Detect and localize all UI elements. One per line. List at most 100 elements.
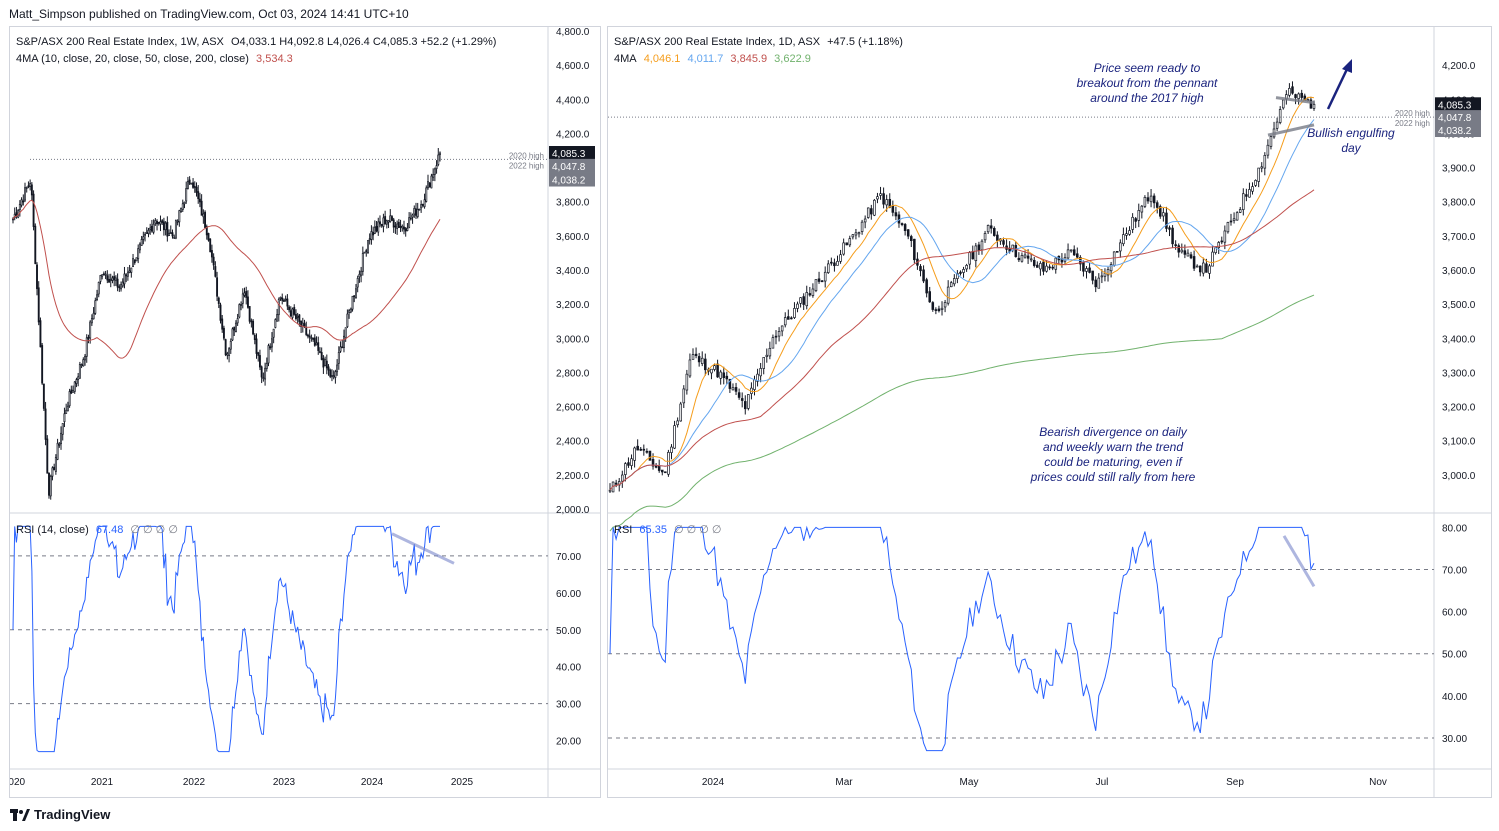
candle-body: [258, 355, 261, 368]
candle-body: [639, 448, 643, 451]
daily-rsi-value: 65.35: [639, 524, 667, 536]
daily-price-tick-label: 3,200.0: [1442, 403, 1476, 414]
candle-body: [1266, 144, 1270, 156]
candle-body: [111, 277, 114, 281]
daily-chart-svg[interactable]: 4,200.04,100.04,000.03,900.03,800.03,700…: [608, 27, 1491, 797]
candle-body: [691, 354, 695, 360]
candle-body: [238, 304, 241, 318]
candle-body: [181, 203, 184, 210]
candle-body: [36, 264, 38, 290]
candle-body: [164, 222, 167, 230]
candle-body: [186, 181, 189, 189]
daily-symbol: S&P/ASX 200 Real Estate Index, 1D, ASX: [614, 36, 821, 48]
weekly-ma-label: 4MA (10, close, 20, close, 50, close, 20…: [16, 53, 249, 65]
candle-body: [1026, 255, 1030, 259]
daily-price-tick-label: 3,900.0: [1442, 164, 1476, 175]
candle-body: [375, 226, 378, 232]
weekly-price-tick-label: 3,600.0: [556, 232, 590, 243]
candle-body: [404, 228, 407, 232]
daily-rsi-label: RSI: [614, 524, 633, 536]
candle-body: [289, 310, 292, 317]
footer-brand[interactable]: TradingView: [10, 807, 110, 822]
candle-body: [379, 221, 381, 225]
daily-price-tick-label: 4,200.0: [1442, 61, 1476, 72]
candle-body: [248, 306, 251, 322]
candle-body: [737, 392, 741, 398]
daily-2022-high-tag: 4,038.2: [1438, 126, 1472, 137]
weekly-chart-svg[interactable]: 4,800.04,600.04,400.04,200.04,000.03,800…: [3, 27, 600, 797]
candle-body: [197, 191, 200, 200]
daily-price-tick-label: 3,600.0: [1442, 266, 1476, 277]
candle-body: [195, 186, 198, 193]
candle-body: [396, 223, 399, 229]
weekly-chart-panel[interactable]: 4,800.04,600.04,400.04,200.04,000.03,800…: [3, 26, 601, 798]
candle-body: [29, 183, 32, 187]
candle-body: [373, 226, 376, 234]
candle-body: [75, 379, 78, 384]
candle-body: [1214, 246, 1217, 253]
candle-body: [291, 308, 294, 318]
candle-body: [793, 308, 796, 318]
daily-chart-panel[interactable]: 4,200.04,100.04,000.03,900.03,800.03,700…: [607, 26, 1492, 798]
candle-body: [260, 366, 263, 378]
candle-body: [989, 225, 993, 229]
candle-body: [1202, 262, 1205, 274]
candle-body: [243, 292, 246, 296]
weekly-2022-high-label: 2022 high: [509, 161, 544, 170]
candle-body: [418, 208, 421, 211]
candle-body: [959, 271, 962, 274]
candle-body: [427, 181, 429, 189]
candle-body: [144, 233, 146, 236]
daily-time-tick-label: May: [960, 777, 979, 788]
candle-body: [37, 287, 40, 323]
candle-body: [39, 320, 42, 348]
candle-body: [756, 373, 759, 382]
daily-ma20-line: [609, 119, 1315, 491]
candle-body: [1122, 234, 1125, 245]
candle-body: [162, 221, 165, 231]
candle-body: [264, 367, 267, 380]
candle-body: [363, 251, 366, 254]
candle-body: [688, 359, 692, 377]
daily-2022-high-label: 2022 high: [1395, 119, 1430, 128]
candle-body: [1131, 216, 1134, 230]
daily-2020-high-tag-bg: [1435, 110, 1481, 125]
candle-body: [685, 373, 689, 391]
weekly-2022-high-tag-bg: [549, 172, 595, 187]
candle-body: [329, 369, 332, 377]
candle-body: [180, 207, 183, 213]
candle-body: [303, 323, 306, 327]
candle-body: [30, 184, 33, 196]
candle-body: [56, 442, 59, 460]
candle-body: [214, 266, 217, 277]
candle-body: [257, 352, 260, 356]
candle-body: [157, 221, 160, 224]
candle-body: [1238, 209, 1242, 213]
candle-body: [1143, 197, 1147, 207]
candle-body: [642, 448, 646, 451]
candle-body: [310, 337, 313, 339]
candle-body: [12, 218, 14, 221]
candle-body: [397, 221, 400, 228]
publisher-header: Matt_Simpson published on TradingView.co…: [9, 7, 409, 21]
daily-change: +47.5 (+1.18%): [827, 36, 903, 48]
candle-body: [53, 466, 56, 471]
candle-body: [1208, 265, 1211, 274]
candle-body: [344, 327, 347, 339]
candle-body: [1217, 242, 1220, 248]
candle-body: [962, 269, 965, 273]
candle-body: [759, 368, 762, 377]
candle-body: [1300, 92, 1303, 98]
candle-body: [1174, 244, 1177, 247]
candle-body: [1103, 272, 1107, 277]
candle-body: [1226, 222, 1230, 233]
pennant-lower-line: [1267, 123, 1315, 137]
candle-body: [823, 271, 827, 282]
candle-body: [670, 446, 673, 453]
weekly-rsi-tick-label: 20.00: [556, 737, 581, 748]
candle-body: [704, 358, 707, 371]
candle-body: [771, 337, 775, 349]
candle-body: [368, 238, 371, 241]
candle-body: [974, 245, 978, 262]
weekly-last-price-tag: 4,085.3: [552, 149, 586, 160]
